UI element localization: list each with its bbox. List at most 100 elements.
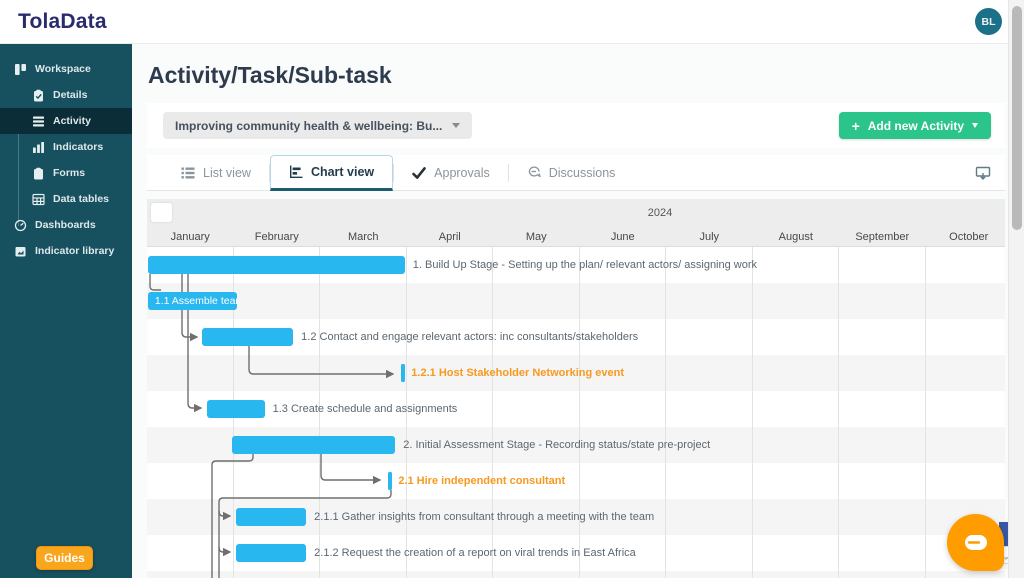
- details-clipboard-icon: [32, 89, 45, 102]
- list-view-icon: [181, 166, 195, 180]
- gantt-row-stripe: [147, 463, 1005, 499]
- user-avatar[interactable]: BL: [975, 8, 1002, 35]
- approvals-check-icon: [412, 166, 426, 180]
- gantt-grid-column: [580, 247, 666, 578]
- task-label: 1.1 Assemble team: [154, 295, 237, 307]
- gantt-row-stripe: [147, 391, 1005, 427]
- gantt-grid-column: [320, 247, 407, 578]
- gantt-milestone[interactable]: [401, 364, 406, 382]
- tab-label: Approvals: [434, 165, 490, 180]
- gantt-grid-column: [493, 247, 580, 578]
- month-label: February: [254, 231, 299, 243]
- guides-button[interactable]: Guides: [36, 546, 93, 570]
- sidebar-item-label: Data tables: [53, 193, 110, 205]
- indicator-library-icon: [14, 245, 27, 258]
- gantt-chart: 2024 January February March April May June Jul…: [147, 199, 1005, 578]
- gantt-bar[interactable]: [231, 436, 396, 454]
- month-label: September: [855, 231, 910, 243]
- month-label: July: [699, 231, 720, 243]
- sidebar-item-data-tables[interactable]: Data tables: [0, 186, 132, 212]
- gantt-grid-column: [407, 247, 493, 578]
- sidebar-item-label: Indicator library: [35, 245, 115, 257]
- tab-discussions[interactable]: Discussions: [509, 155, 634, 191]
- gantt-grid-column: [839, 247, 926, 578]
- activity-list-icon: [32, 115, 45, 128]
- month-label: August: [778, 231, 813, 243]
- gantt-bar[interactable]: 1.1 Assemble team: [147, 292, 237, 310]
- add-new-activity-button[interactable]: + Add new Activity: [838, 112, 991, 139]
- gantt-row-stripe: [147, 283, 1005, 319]
- dashboards-gauge-icon: [14, 219, 27, 232]
- month-label: October: [949, 231, 989, 243]
- month-label: January: [170, 231, 210, 243]
- tab-separator: [507, 163, 509, 182]
- page-title: Activity/Task/Sub-task: [148, 62, 392, 88]
- sidebar-item-label: Dashboards: [35, 219, 96, 231]
- gantt-milestone[interactable]: [388, 472, 393, 490]
- gantt-bar[interactable]: [236, 544, 307, 562]
- vertical-scrollbar: [1008, 0, 1024, 578]
- add-new-activity-label: Add new Activity: [867, 118, 964, 133]
- gantt-grid-column: [753, 247, 839, 578]
- task-label: 2.1 Hire independent consultant: [398, 475, 566, 487]
- chart-view-icon: [289, 165, 303, 179]
- toladata-logo[interactable]: TolaData: [18, 9, 107, 33]
- tab-list-view[interactable]: List view: [163, 155, 269, 191]
- gantt-month-row: January February March April May June July Augu…: [147, 231, 1005, 243]
- sidebar-item-label: Workspace: [35, 63, 91, 75]
- top-bar: TolaData BL: [0, 0, 1024, 44]
- discussions-chat-icon: [527, 166, 541, 180]
- gantt-row-stripe: [147, 355, 1005, 391]
- task-label: 2. Initial Assessment Stage - Recording …: [403, 439, 711, 451]
- sidebar-item-indicators[interactable]: Indicators: [0, 134, 132, 160]
- project-selector-label: Improving community health & wellbeing: …: [175, 118, 443, 133]
- tab-separator: [393, 163, 395, 182]
- task-label: 2.1.1 Gather insights from consultant th…: [314, 511, 655, 523]
- gantt-bar[interactable]: [202, 328, 294, 346]
- gantt-bar[interactable]: [147, 256, 405, 274]
- task-label: 1.2 Contact and engage relevant actors: …: [301, 331, 639, 343]
- sidebar-item-details[interactable]: Details: [0, 82, 132, 108]
- workspace-icon: [14, 63, 27, 76]
- month-label: May: [525, 231, 547, 243]
- present-export-icon[interactable]: [975, 165, 991, 181]
- sidebar-item-label: Forms: [53, 167, 86, 179]
- gantt-body: 1. Build Up Stage - Setting up the plan/…: [147, 247, 1005, 578]
- month-label: June: [610, 231, 635, 243]
- month-label: March: [347, 231, 379, 243]
- task-label: 1.2.1 Host Stakeholder Networking event: [411, 367, 625, 379]
- chevron-down-icon: [452, 123, 461, 128]
- gantt-row-stripe: [147, 571, 1005, 578]
- gantt-bar[interactable]: [236, 508, 307, 526]
- chevron-down-icon: [972, 123, 978, 128]
- sidebar-item-indicator-library[interactable]: Indicator library: [0, 238, 132, 264]
- gantt-header: 2024 January February March April May June Jul…: [147, 199, 1005, 247]
- project-selector-dropdown[interactable]: Improving community health & wellbeing: …: [163, 112, 473, 139]
- dependency-connectors: [149, 274, 395, 578]
- sidebar-nav: Workspace Details Activity Indicators Forms D…: [0, 44, 132, 264]
- tab-label: List view: [203, 165, 251, 180]
- chat-icon: [964, 534, 987, 550]
- month-label: April: [438, 231, 461, 243]
- scrollbar-thumb[interactable]: [1012, 6, 1022, 230]
- tab-separator: [268, 163, 270, 182]
- data-tables-icon: [32, 193, 45, 206]
- toolbar: Improving community health & wellbeing: …: [147, 103, 1005, 148]
- gantt-bar[interactable]: [206, 400, 265, 418]
- forms-clipboard-icon: [32, 167, 45, 180]
- sidebar-item-label: Activity: [53, 115, 91, 127]
- gantt-grid-column: [234, 247, 320, 578]
- tab-approvals[interactable]: Approvals: [394, 155, 508, 191]
- sidebar-item-activity[interactable]: Activity: [0, 108, 132, 134]
- view-tabs: List view Chart view Approvals Discussions: [147, 154, 1005, 191]
- sidebar-item-forms[interactable]: Forms: [0, 160, 132, 186]
- tab-chart-view[interactable]: Chart view: [269, 154, 394, 191]
- sidebar-item-label: Indicators: [53, 141, 104, 153]
- sidebar-item-workspace[interactable]: Workspace: [0, 56, 132, 82]
- tab-label: Chart view: [310, 164, 375, 179]
- gantt-corner-control[interactable]: [151, 203, 172, 222]
- plus-icon: +: [851, 117, 860, 134]
- chat-widget-button[interactable]: [947, 514, 1004, 571]
- sidebar-item-dashboards[interactable]: Dashboards: [0, 212, 132, 238]
- gantt-grid-column: [666, 247, 753, 578]
